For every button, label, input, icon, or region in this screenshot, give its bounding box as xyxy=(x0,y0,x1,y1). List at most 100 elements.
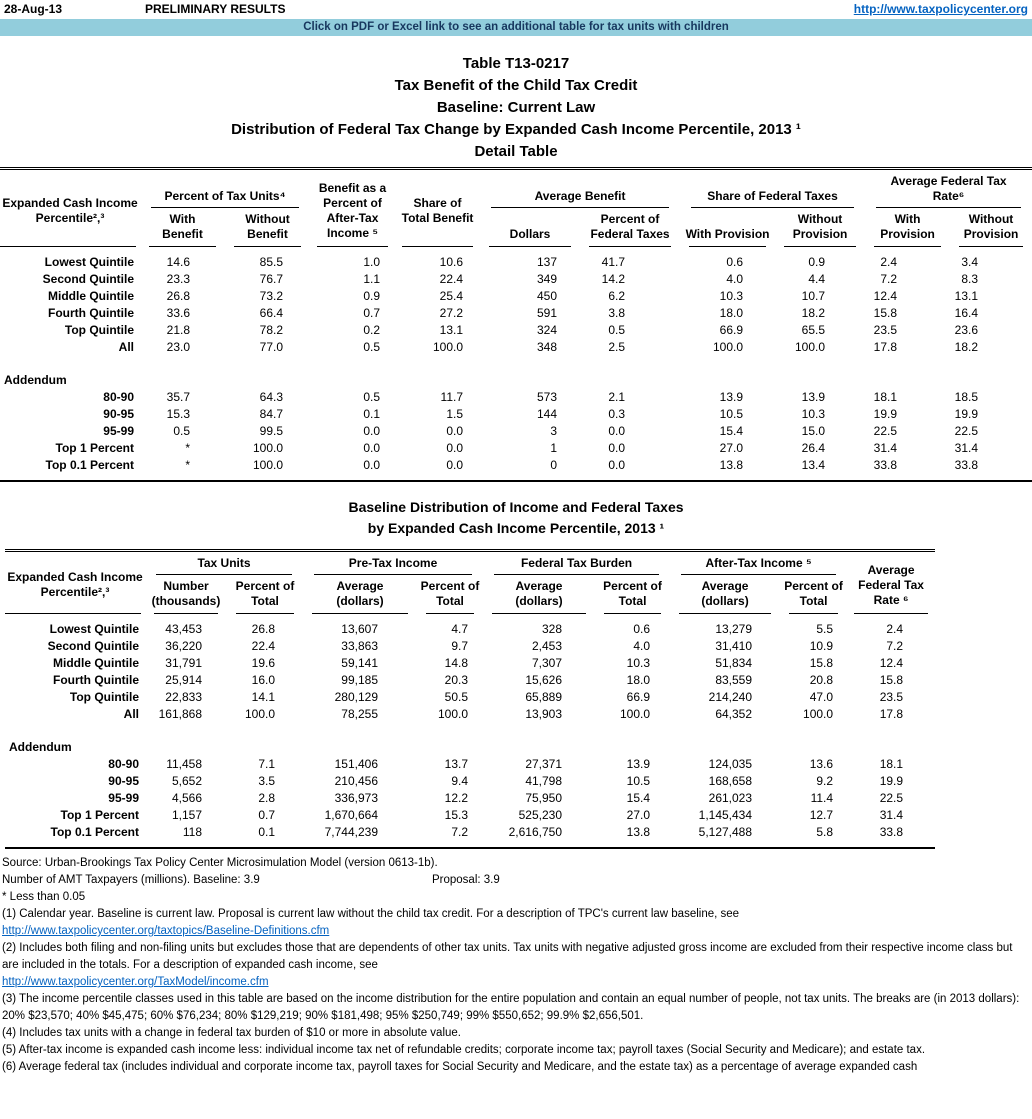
cell-value: 450 xyxy=(536,289,558,303)
cell-value: 31.4 xyxy=(954,441,979,455)
cell-value: 23.5 xyxy=(873,323,898,337)
cell-value: 22.5 xyxy=(879,791,904,805)
row-label: 90-95 xyxy=(103,407,134,421)
table-row: Middle Quintile 26.8 73.2 0.9 25.4 450 6.2 10.3… xyxy=(0,288,1032,305)
col-group-label: Average Benefit xyxy=(491,189,670,208)
cell-value: 13.8 xyxy=(719,458,744,472)
cell-value: 2.5 xyxy=(608,340,626,354)
cell-value: 137 xyxy=(536,255,558,269)
subcol-dollars: Dollars xyxy=(480,208,580,247)
table-subject-title: Tax Benefit of the Child Tax Credit xyxy=(394,77,638,94)
footnote-3: (3) The income percentile classes used i… xyxy=(2,993,1020,1022)
row-label: 95-99 xyxy=(103,424,134,438)
cell-value: 9.2 xyxy=(816,774,834,788)
row-label: Lowest Quintile xyxy=(49,622,139,636)
cell-value: 13.8 xyxy=(626,825,651,839)
expanded-cash-income-link[interactable]: http://www.taxpolicycenter.org/TaxModel/… xyxy=(2,976,269,988)
baseline-definitions-link[interactable]: http://www.taxpolicycenter.org/taxtopics… xyxy=(2,925,330,937)
cell-value: 349 xyxy=(536,272,558,286)
cell-value: 14.2 xyxy=(601,272,626,286)
cell-value: 573 xyxy=(536,390,558,404)
cell-value: 13.6 xyxy=(809,757,834,771)
cell-value: 13.1 xyxy=(954,289,979,303)
cell-value: 77.0 xyxy=(259,340,284,354)
cell-value: 1,145,434 xyxy=(698,808,753,822)
taxpolicycenter-link[interactable]: http://www.taxpolicycenter.org xyxy=(853,2,1028,16)
amt-taxpayers-note: Number of AMT Taxpayers (millions). Base… xyxy=(0,872,1032,889)
cell-value: 13.9 xyxy=(801,390,826,404)
row-label: 80-90 xyxy=(108,757,139,771)
info-banner: Click on PDF or Excel link to see an add… xyxy=(0,19,1032,36)
cell-value: 348 xyxy=(536,340,558,354)
cell-value: 14.1 xyxy=(251,690,275,704)
cell-value: 100.0 xyxy=(437,707,469,721)
cell-value: 15.8 xyxy=(809,656,834,670)
cell-value: 0.7 xyxy=(258,808,275,822)
cell-value: 6.2 xyxy=(608,289,626,303)
detail-table-title: Detail Table xyxy=(474,143,558,160)
cell-value: 26.8 xyxy=(251,622,275,636)
col-group-share-of-federal-taxes: Share of Federal Taxes xyxy=(680,169,865,208)
cell-value: 324 xyxy=(536,323,558,337)
footnote-1: (1) Calendar year. Baseline is current l… xyxy=(2,908,740,920)
table-row: 95-99 4,566 2.8 336,973 12.2 75,950 15.4 261,02… xyxy=(5,790,935,807)
amt-proposal-value: Proposal: 3.9 xyxy=(432,874,500,886)
cell-value: 118 xyxy=(182,825,202,839)
cell-value: 7.2 xyxy=(880,272,898,286)
cell-value: 13.4 xyxy=(801,458,826,472)
cell-value: 18.2 xyxy=(954,340,979,354)
cell-value: 22,833 xyxy=(165,690,202,704)
cell-value: 3.8 xyxy=(608,306,626,320)
cell-value: 14.8 xyxy=(444,656,469,670)
cell-value: 15.4 xyxy=(719,424,744,438)
table-row: 95-99 0.5 99.5 0.0 0.0 3 0.0 15.4 15.0 22.5 22.5 xyxy=(0,423,1032,440)
cell-value: 0.1 xyxy=(363,407,381,421)
cell-value: 4.4 xyxy=(808,272,826,286)
cell-value: 18.0 xyxy=(626,673,651,687)
cell-value: 22.4 xyxy=(439,272,464,286)
subcol-with-provision: With Provision xyxy=(865,208,950,247)
cell-value: 0.5 xyxy=(173,424,190,438)
cell-value: 23.3 xyxy=(166,272,190,286)
cell-value: 280,129 xyxy=(334,690,378,704)
cell-value: 0.0 xyxy=(363,424,381,438)
cell-value: 33.8 xyxy=(873,458,898,472)
cell-value: 84.7 xyxy=(259,407,284,421)
cell-value: 18.1 xyxy=(873,390,898,404)
cell-value: 4.0 xyxy=(726,272,744,286)
cell-value: 19.6 xyxy=(251,656,275,670)
cell-value: * xyxy=(185,441,190,455)
cell-value: 0.9 xyxy=(363,289,381,303)
cell-value: 7.1 xyxy=(258,757,275,771)
cell-value: 31.4 xyxy=(879,808,904,822)
cell-value: 0.1 xyxy=(258,825,275,839)
table-row: Top Quintile 21.8 78.2 0.2 13.1 324 0.5 66.9 65.… xyxy=(0,322,1032,339)
footnote-4: (4) Includes tax units with a change in … xyxy=(2,1027,461,1039)
col-header-share-of-total-benefit: Share of Total Benefit xyxy=(395,169,480,248)
cell-value: 3.4 xyxy=(961,255,979,269)
distribution-title: Distribution of Federal Tax Change by Ex… xyxy=(231,121,801,138)
addendum-label: Addendum xyxy=(9,740,72,754)
cell-value: 66.9 xyxy=(719,323,744,337)
cell-value: 2,616,750 xyxy=(508,825,563,839)
cell-value: * xyxy=(185,458,190,472)
subcol-with-benefit: With Benefit xyxy=(140,208,225,247)
row-label: 90-95 xyxy=(108,774,139,788)
cell-value: 50.5 xyxy=(444,690,469,704)
cell-value: 10.5 xyxy=(626,774,651,788)
subcol-with-provision: With Provision xyxy=(680,208,775,247)
cell-value: 0.5 xyxy=(608,323,626,337)
cell-value: 1.0 xyxy=(363,255,381,269)
col-group-label: Average Federal Tax Rate⁶ xyxy=(876,174,1022,208)
col-group-percent-of-tax-units: Percent of Tax Units⁴ xyxy=(140,169,310,208)
cell-value: 7.2 xyxy=(451,825,469,839)
cell-value: 10.9 xyxy=(809,639,834,653)
col-group-tax-units: Tax Units xyxy=(145,551,303,575)
cell-value: 11.4 xyxy=(810,791,834,805)
cell-value: 31,410 xyxy=(715,639,753,653)
baseline-table-title-block: Baseline Distribution of Income and Fede… xyxy=(0,500,1032,535)
cell-value: 21.8 xyxy=(166,323,190,337)
spacer-row xyxy=(5,723,935,739)
row-label: Top 1 Percent xyxy=(60,808,139,822)
cell-value: 83,559 xyxy=(715,673,753,687)
